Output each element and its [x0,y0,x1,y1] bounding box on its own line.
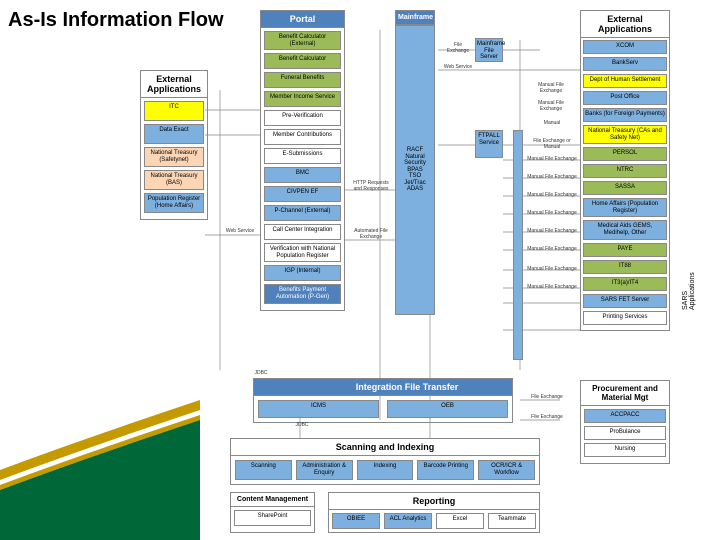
edge-label: Web Service [443,64,473,70]
edge-label: Manual File Exchange [527,174,577,180]
col-ext-left: External Applications ITC Data Exact Natio… [140,70,208,220]
node-box: ITC [144,101,204,121]
edge-label: Manual File Exchange [527,82,575,94]
edge-label: File Exchange [527,394,567,400]
mid-box-0: Mainframe File Server [475,38,503,65]
edge-label: Manual File Exchange [527,100,575,112]
edge-label: Manual File Exchange [527,266,577,272]
portal-header: Portal [260,10,345,28]
swoosh-graphic [0,360,200,540]
node-box: PERSOL [583,147,667,161]
node-box: PAYE [583,243,667,257]
node-box: Excel [436,513,484,529]
mainframe-body: RACF Natural Security BPAS TSO Jet/Trac … [395,25,435,315]
col-scanning: Scanning and Indexing ScanningAdministra… [230,438,540,485]
node-box: BMC [264,167,341,183]
node-box: ACCPACC [584,409,666,423]
edge-label: File Exchange [527,414,567,420]
edge-label: Manual File Exchange [527,246,577,252]
scanning-header: Scanning and Indexing [230,438,540,456]
node-box: ICMS [258,400,379,418]
node-box: XCOM [583,40,667,54]
node-box: IT88 [583,260,667,274]
node-box: National Treasury (CAs and Safety Net) [583,125,667,144]
edge-label: Manual File Exchange [527,156,577,162]
node-box: Benefit Calculator [264,53,341,69]
edge-label: JDBC [292,422,312,428]
node-box: SharePoint [234,510,311,526]
col-portal: Portal Benefit Calculator (External) Bene… [260,10,345,311]
node-box: NTRC [583,164,667,178]
node-box: Funeral Benefits [264,72,341,88]
node-box: IGP (Internal) [264,265,341,281]
node-box: SARS FET Server [583,294,667,308]
edge-label: Automated File Exchange [352,228,390,240]
procure-header: Procurement and Material Mgt [580,380,670,406]
vertical-bus [513,130,523,360]
cm-header: Content Management [230,492,315,507]
edge-label: Manual File Exchange [527,210,577,216]
edge-label: HTTP Requests and Responses [350,180,392,192]
node-box: IT3(a)/IT4 [583,277,667,291]
node-box: Verification with National Population Re… [264,243,341,262]
col-mainframe: Mainframe RACF Natural Security BPAS TSO… [395,10,435,315]
node-box: Dept of Human Settlement [583,74,667,88]
mainframe-header: Mainframe [395,10,435,25]
col-procure: Procurement and Material Mgt ACCPACC ProB… [580,380,670,464]
col-ext-right: External Applications XCOM BankServ Dept o… [580,10,670,331]
edge-label: Manual File Exchange [527,228,577,234]
node-box: P-Channel (External) [264,205,341,221]
node-box: National Treasury (BAS) [144,170,204,190]
node-box: BankServ [583,57,667,71]
edge-label: Manual [537,120,567,126]
node-box: National Treasury (Safetynet) [144,147,204,167]
mainframe-file-server: Mainframe File Server [475,38,503,62]
node-box: Administration & Enquiry [296,460,353,480]
node-box: Data Exact [144,124,204,144]
edge-label: JDBC [251,370,271,376]
node-box: OBIEE [332,513,380,529]
node-box: SASSA [583,181,667,195]
node-box: Post Office [583,91,667,105]
ext-right-header: External Applications [580,10,670,38]
node-box: Benefits Payment Automation (P-Gen) [264,284,341,303]
col-cm: Content Management SharePoint [230,492,315,533]
sars-label: SARS Applications [682,272,696,310]
col-reporting: Reporting OBIEEACL AnalyticsExcelTeammat… [328,492,540,533]
ftpall-service: FTPALL Service [475,130,503,158]
edge-label: Manual File Exchange [527,284,577,290]
node-box: Nursing [584,443,666,457]
ext-left-header: External Applications [140,70,208,98]
node-box: CIVPEN EF [264,186,341,202]
page-title: As-Is Information Flow [8,8,224,32]
node-box: ProBulance [584,426,666,440]
integration-header: Integration File Transfer [253,378,513,396]
node-box: Banks (for Foreign Payments) [583,108,667,122]
node-box: OCR/ICR & Workflow [478,460,535,480]
node-box: Member Contributions [264,129,341,145]
node-box: ACL Analytics [384,513,432,529]
node-box: Indexing [357,460,414,480]
node-box: Home Affairs (Population Register) [583,198,667,217]
node-box: Call Center Integration [264,224,341,240]
edge-label: File Exchange or Manual [527,138,577,150]
node-box: Scanning [235,460,292,480]
node-box: Medical Aids GEMS, Medihelp, Other [583,220,667,239]
node-box: OEB [387,400,508,418]
node-box: Pre-Verification [264,110,341,126]
node-box: Benefit Calculator (External) [264,31,341,50]
edge-label: File Exchange [443,42,473,54]
node-box: Printing Services [583,311,667,325]
mid-box-1: FTPALL Service [475,130,503,161]
edge-label: Manual File Exchange [527,192,577,198]
node-box: Member Income Service [264,91,341,107]
col-integration: Integration File Transfer ICMS OEB [253,378,513,423]
reporting-header: Reporting [328,492,540,510]
node-box: Population Register (Home Affairs) [144,193,204,213]
node-box: Teammate [488,513,536,529]
edge-label: Web Service [222,228,258,234]
node-box: E-Submissions [264,148,341,164]
node-box: Barcode Printing [417,460,474,480]
